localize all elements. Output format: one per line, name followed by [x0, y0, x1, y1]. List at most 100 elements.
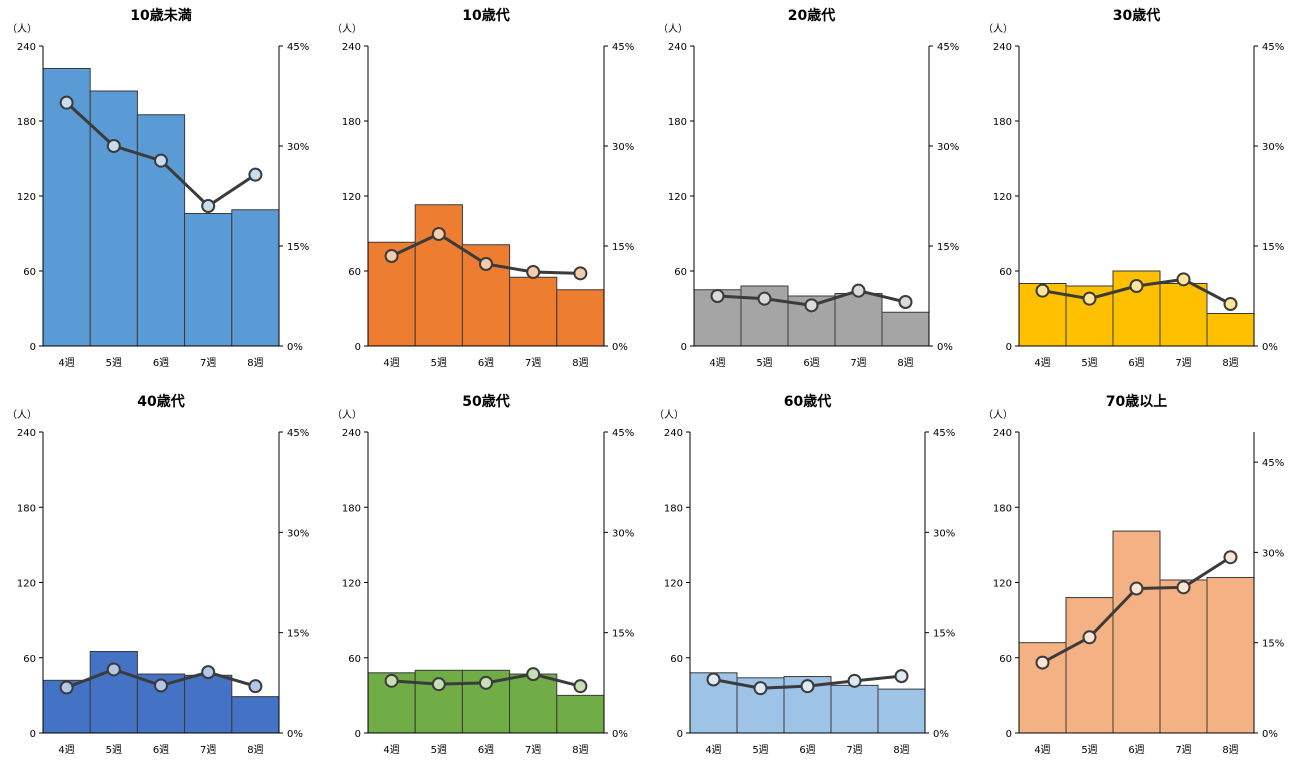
left-tick-label: 240 [342, 42, 361, 53]
bar-1 [42, 68, 91, 347]
right-tick-label: 30% [287, 142, 309, 153]
left-axis-unit: （人） [658, 23, 688, 35]
chart-title: 40歳代 [137, 393, 184, 410]
right-tick-label: 15% [612, 629, 634, 640]
chart-title: 50歳代 [462, 393, 509, 410]
left-tick-label: 180 [668, 117, 687, 128]
left-tick-label: 240 [664, 428, 683, 439]
right-tick-label: 45% [612, 42, 634, 53]
left-tick-label: 60 [999, 654, 1012, 665]
chart-title: 30歳代 [1113, 7, 1160, 24]
bar-2 [1065, 597, 1114, 734]
ratio-point-4 [201, 665, 216, 680]
right-tick-label: 30% [933, 528, 955, 539]
right-tick-label: 45% [937, 42, 959, 53]
right-tick-label: 45% [612, 428, 634, 439]
left-tick-label: 240 [993, 428, 1012, 439]
right-tick-label: 30% [937, 142, 959, 153]
left-tick-label: 180 [17, 503, 36, 514]
ratio-point-3 [1129, 581, 1144, 596]
category-label: 4週 [1034, 357, 1050, 369]
right-tick-label: 30% [287, 528, 309, 539]
ratio-point-4 [526, 667, 541, 682]
bar-4 [1159, 283, 1208, 347]
bar-4 [830, 684, 879, 734]
ratio-point-1 [384, 249, 399, 263]
ratio-point-2 [757, 291, 772, 306]
ratio-point-3 [479, 257, 493, 271]
left-tick-label: 180 [17, 117, 36, 128]
left-tick-label: 180 [342, 503, 361, 514]
left-tick-label: 60 [23, 267, 36, 278]
chart-panel-3: 20歳代 （人） 0 60 120 180 240 0% 15% 30% 45% 4週 5週 6週 7週 8週 [658, 7, 959, 369]
bar-4 [1159, 579, 1208, 734]
ratio-point-2 [431, 677, 446, 692]
bar-2 [414, 204, 463, 347]
category-label: 6週 [1128, 357, 1144, 369]
ratio-point-5 [573, 266, 588, 281]
left-tick-label: 60 [670, 654, 683, 665]
category-label: 6週 [153, 357, 169, 369]
bar-4 [834, 293, 883, 347]
left-axis-unit: （人） [332, 23, 362, 35]
ratio-point-4 [201, 199, 216, 213]
left-tick-label: 120 [17, 579, 36, 590]
ratio-point-4 [851, 283, 866, 298]
ratio-point-3 [154, 678, 168, 693]
right-tick-label: 45% [1262, 42, 1284, 53]
category-label: 5週 [756, 357, 772, 369]
left-tick-label: 240 [342, 428, 361, 439]
ratio-point-5 [1223, 550, 1238, 565]
bar-4 [184, 213, 233, 347]
ratio-point-2 [753, 681, 768, 696]
right-tick-label: 15% [937, 242, 959, 253]
bar-5 [556, 694, 605, 734]
left-tick-label: 0 [1006, 729, 1012, 740]
category-label: 5週 [752, 744, 768, 756]
ratio-point-1 [710, 289, 725, 303]
right-tick-label: 30% [1262, 548, 1284, 559]
right-tick-label: 15% [287, 629, 309, 640]
ratio-point-3 [1129, 279, 1144, 293]
bar-3 [1112, 530, 1161, 734]
left-tick-label: 0 [681, 342, 687, 353]
chart-title: 20歳代 [788, 7, 835, 24]
ratio-point-2 [106, 139, 121, 153]
right-tick-label: 0% [1262, 729, 1278, 740]
right-tick-label: 0% [937, 342, 953, 353]
category-label: 6週 [478, 357, 494, 369]
right-tick-label: 30% [1262, 142, 1284, 153]
ratio-point-2 [106, 662, 121, 677]
left-tick-label: 240 [993, 42, 1012, 53]
right-tick-label: 15% [287, 242, 309, 253]
chart-panel-6: 50歳代 （人） 0 60 120 180 240 0% 15% 30% 45% 4週 5週 6週 7週 8週 [332, 393, 634, 756]
right-tick-label: 15% [933, 629, 955, 640]
category-label: 5週 [1081, 744, 1097, 756]
category-label: 7週 [200, 357, 216, 369]
category-label: 6週 [478, 744, 494, 756]
chart-panel-5: 40歳代 （人） 0 60 120 180 240 0% 15% 30% 45% 4週 5週 6週 7週 8週 [7, 393, 309, 756]
category-label: 5週 [431, 744, 447, 756]
chart-panel-1: 10歳未満 （人） 0 60 120 180 240 0% 15% 30% 45% 4週 5週 6週 7週 8… [7, 7, 309, 369]
ratio-point-4 [1176, 272, 1191, 287]
bar-3 [136, 114, 186, 347]
ratio-point-1 [384, 673, 399, 688]
right-tick-label: 45% [933, 428, 955, 439]
left-tick-label: 180 [993, 503, 1012, 514]
ratio-point-5 [248, 679, 263, 694]
category-label: 4週 [58, 744, 74, 756]
chart-panel-8: 70歳以上 （人） 0 60 120 180 240 0% 15% 30% 45% 4週 5週 6週 7週 8… [983, 393, 1284, 756]
left-tick-label: 0 [677, 729, 683, 740]
left-tick-label: 60 [674, 267, 687, 278]
left-tick-label: 0 [355, 729, 361, 740]
category-label: 8週 [1222, 744, 1238, 756]
left-axis-unit: （人） [7, 23, 37, 35]
left-tick-label: 240 [668, 42, 687, 53]
left-tick-label: 120 [664, 579, 683, 590]
bar-5 [231, 696, 280, 734]
category-label: 4週 [1034, 744, 1050, 756]
right-tick-label: 0% [287, 729, 303, 740]
ratio-point-2 [431, 227, 446, 241]
right-tick-label: 30% [612, 142, 634, 153]
left-tick-label: 180 [342, 117, 361, 128]
